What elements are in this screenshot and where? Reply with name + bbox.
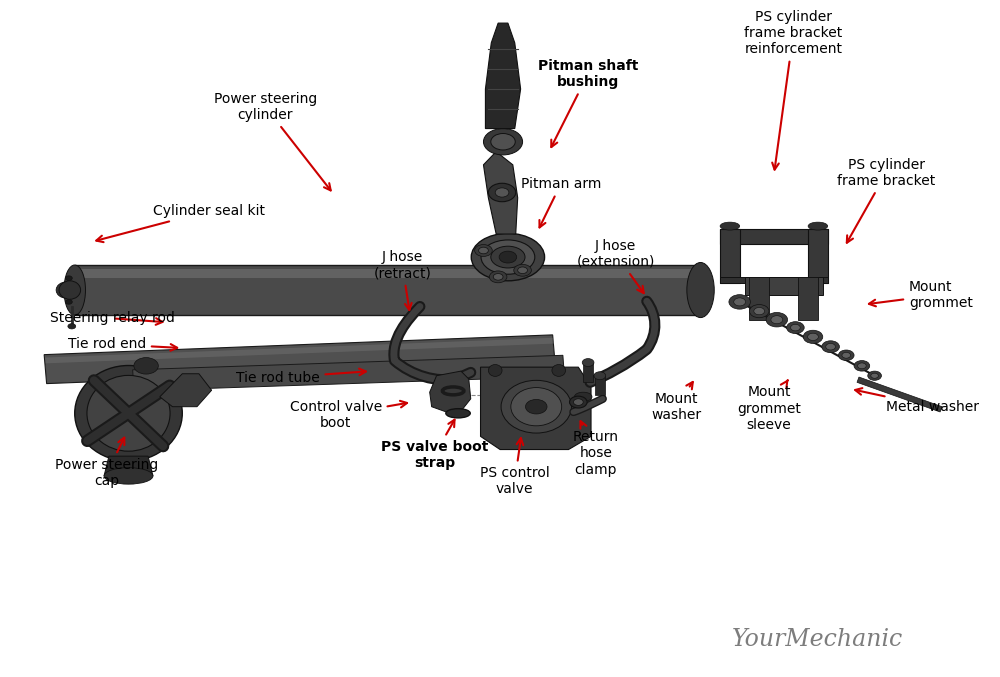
Text: Power steering
cylinder: Power steering cylinder xyxy=(214,92,331,190)
Polygon shape xyxy=(160,374,212,407)
Ellipse shape xyxy=(489,271,507,283)
Ellipse shape xyxy=(729,294,750,309)
Text: PS cylinder
frame bracket: PS cylinder frame bracket xyxy=(837,158,935,243)
Ellipse shape xyxy=(134,357,158,374)
Ellipse shape xyxy=(803,330,823,343)
Polygon shape xyxy=(104,456,153,476)
Ellipse shape xyxy=(808,333,818,341)
Ellipse shape xyxy=(87,375,170,451)
Text: Control valve
boot: Control valve boot xyxy=(290,400,407,431)
Ellipse shape xyxy=(68,324,76,329)
Ellipse shape xyxy=(471,234,545,281)
Polygon shape xyxy=(857,377,942,412)
Ellipse shape xyxy=(687,263,714,318)
Text: PS control
valve: PS control valve xyxy=(480,438,550,496)
Ellipse shape xyxy=(826,343,835,350)
Ellipse shape xyxy=(787,322,804,334)
Ellipse shape xyxy=(501,380,571,433)
Ellipse shape xyxy=(574,392,592,401)
Polygon shape xyxy=(720,229,828,244)
Ellipse shape xyxy=(488,183,516,202)
Ellipse shape xyxy=(594,372,606,380)
Ellipse shape xyxy=(791,324,800,331)
Polygon shape xyxy=(45,338,554,364)
Polygon shape xyxy=(720,277,828,284)
Ellipse shape xyxy=(483,129,523,155)
Ellipse shape xyxy=(766,313,788,327)
Text: J hose
(extension): J hose (extension) xyxy=(576,239,655,293)
Ellipse shape xyxy=(552,364,566,376)
Ellipse shape xyxy=(475,244,492,257)
Ellipse shape xyxy=(491,133,515,150)
Ellipse shape xyxy=(59,281,81,299)
Polygon shape xyxy=(44,335,555,384)
Ellipse shape xyxy=(570,396,587,408)
Ellipse shape xyxy=(734,298,746,306)
Text: Cylinder seal kit: Cylinder seal kit xyxy=(96,204,265,242)
Ellipse shape xyxy=(868,371,881,380)
Polygon shape xyxy=(595,376,605,395)
Ellipse shape xyxy=(65,300,72,304)
Ellipse shape xyxy=(749,305,769,318)
Polygon shape xyxy=(75,265,701,315)
Polygon shape xyxy=(583,363,593,383)
Ellipse shape xyxy=(479,247,488,254)
Text: Power steering
cap: Power steering cap xyxy=(55,437,159,487)
Ellipse shape xyxy=(511,388,562,426)
Polygon shape xyxy=(745,277,823,294)
Polygon shape xyxy=(75,269,701,278)
Polygon shape xyxy=(133,355,564,391)
Text: Metal washer: Metal washer xyxy=(855,388,979,414)
Ellipse shape xyxy=(491,246,525,268)
Ellipse shape xyxy=(514,264,531,276)
Text: Mount
washer: Mount washer xyxy=(651,382,701,422)
Polygon shape xyxy=(430,371,471,412)
Ellipse shape xyxy=(75,366,182,461)
Ellipse shape xyxy=(446,409,470,418)
Ellipse shape xyxy=(65,276,72,280)
Ellipse shape xyxy=(871,373,878,378)
Ellipse shape xyxy=(481,240,535,274)
Ellipse shape xyxy=(493,274,503,280)
Ellipse shape xyxy=(822,341,839,353)
Ellipse shape xyxy=(488,364,502,376)
Text: YourMechanic: YourMechanic xyxy=(732,628,904,651)
Ellipse shape xyxy=(495,188,509,197)
Polygon shape xyxy=(485,23,521,129)
Ellipse shape xyxy=(518,267,527,274)
Ellipse shape xyxy=(526,399,547,414)
Polygon shape xyxy=(483,152,518,234)
Ellipse shape xyxy=(858,363,866,369)
Ellipse shape xyxy=(720,222,740,230)
Polygon shape xyxy=(720,229,740,284)
Ellipse shape xyxy=(104,468,153,484)
Ellipse shape xyxy=(754,307,765,315)
Polygon shape xyxy=(481,367,591,450)
Ellipse shape xyxy=(808,222,828,230)
Text: Pitman shaft
bushing: Pitman shaft bushing xyxy=(538,59,638,147)
Text: Mount
grommet: Mount grommet xyxy=(869,280,973,310)
Text: Return
hose
clamp: Return hose clamp xyxy=(573,421,619,477)
Ellipse shape xyxy=(771,315,783,324)
Ellipse shape xyxy=(842,353,851,358)
Text: Tie rod end: Tie rod end xyxy=(68,337,177,351)
Text: PS cylinder
frame bracket
reinforcement: PS cylinder frame bracket reinforcement xyxy=(744,9,843,170)
Ellipse shape xyxy=(573,399,583,406)
Text: J hose
(retract): J hose (retract) xyxy=(373,250,431,310)
Polygon shape xyxy=(798,277,818,320)
Polygon shape xyxy=(749,277,769,320)
Ellipse shape xyxy=(582,359,594,366)
Ellipse shape xyxy=(838,350,854,361)
Ellipse shape xyxy=(64,265,85,315)
Polygon shape xyxy=(808,229,828,284)
Text: Mount
grommet
sleeve: Mount grommet sleeve xyxy=(737,380,801,432)
Text: PS valve boot
strap: PS valve boot strap xyxy=(381,420,488,470)
Ellipse shape xyxy=(56,282,78,299)
Text: Steering relay rod: Steering relay rod xyxy=(50,311,175,326)
Ellipse shape xyxy=(499,251,517,263)
Text: Tie rod tube: Tie rod tube xyxy=(236,368,366,385)
Text: Pitman arm: Pitman arm xyxy=(521,177,601,227)
Ellipse shape xyxy=(854,361,870,371)
